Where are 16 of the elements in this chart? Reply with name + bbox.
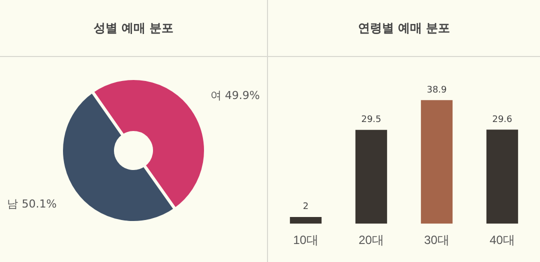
x-tick-label: 20대 bbox=[358, 233, 384, 248]
slice-label: 여 49.9% bbox=[210, 89, 260, 102]
data-label: 29.6 bbox=[492, 114, 513, 125]
chart-title: 성별 예매 분포 bbox=[0, 0, 267, 57]
bar bbox=[355, 130, 388, 224]
data-label: 29.5 bbox=[361, 115, 382, 126]
slice-label: 남 50.1% bbox=[7, 198, 57, 211]
data-label: 38.9 bbox=[426, 85, 448, 96]
bar bbox=[290, 216, 322, 224]
bar bbox=[486, 130, 518, 224]
bar bbox=[420, 100, 453, 224]
data-label: 2 bbox=[302, 202, 309, 212]
x-tick-label: 10대 bbox=[293, 233, 318, 248]
x-tick-label: 40대 bbox=[490, 233, 515, 248]
x-tick-label: 30대 bbox=[424, 233, 450, 248]
chart-title: 연령별 예매 분포 bbox=[268, 0, 540, 57]
